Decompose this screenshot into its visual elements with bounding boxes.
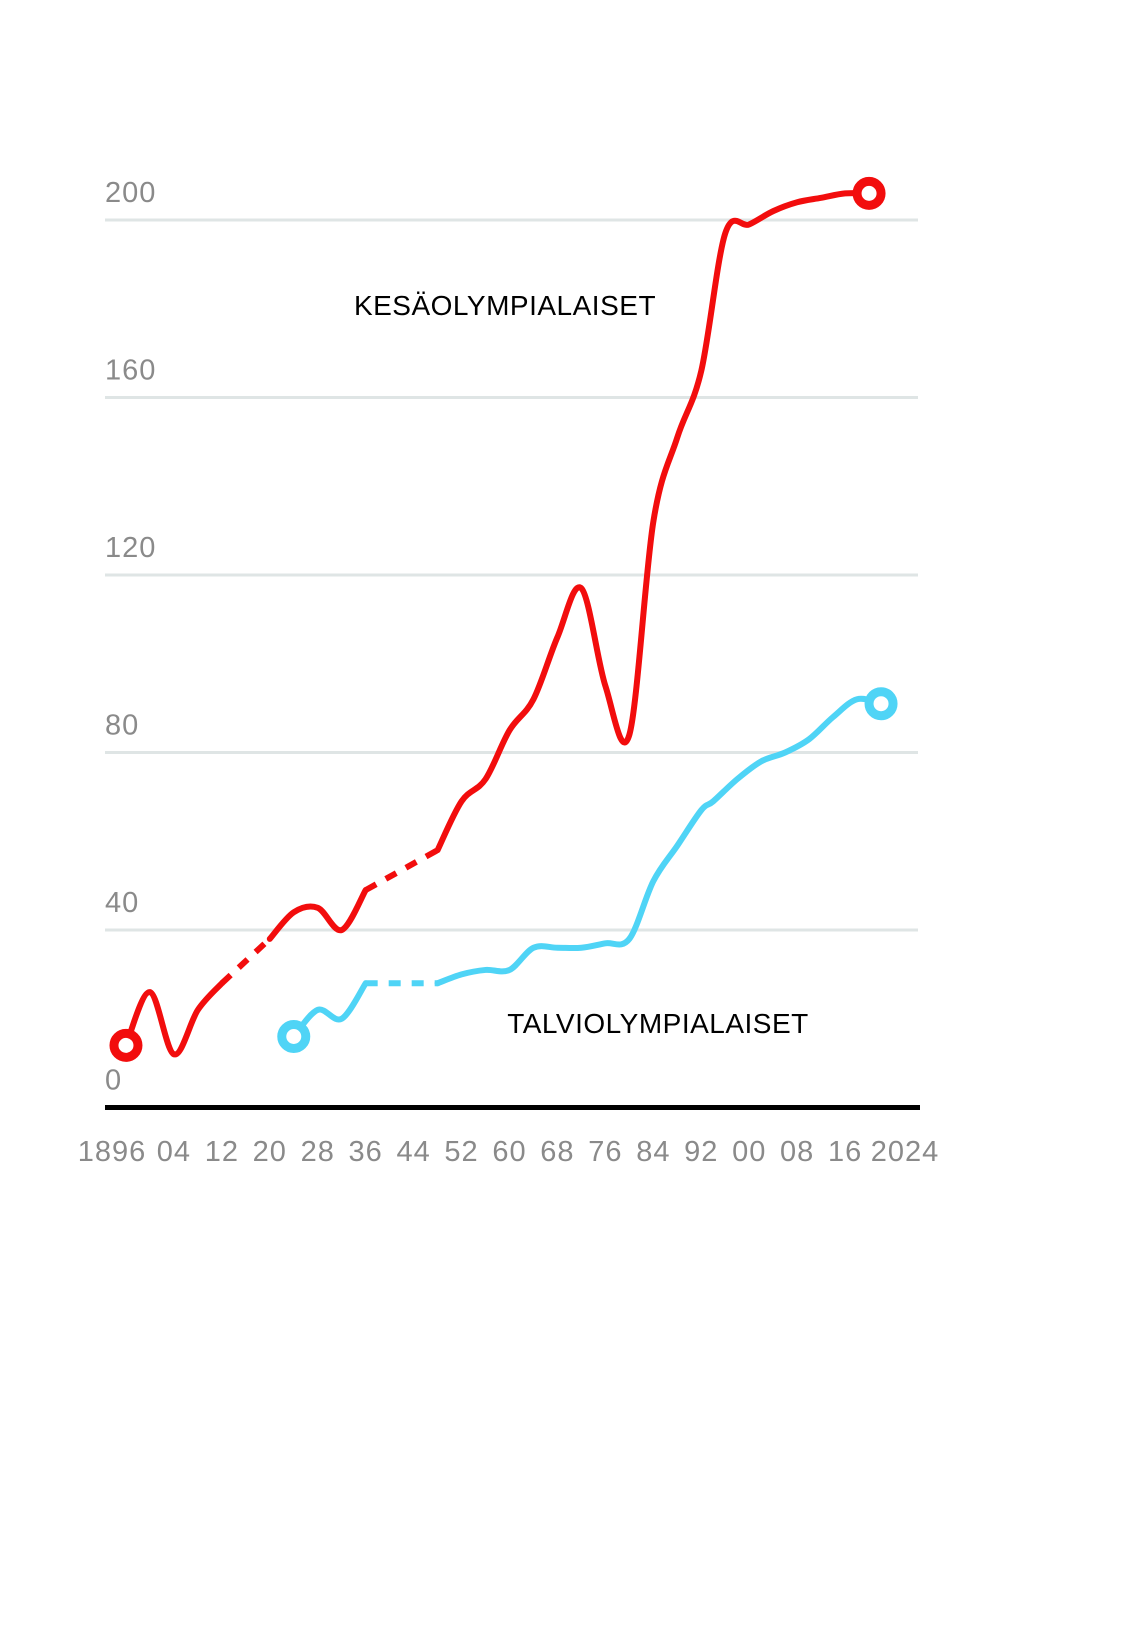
end-marker bbox=[109, 1028, 143, 1062]
x-tick-label: 44 bbox=[396, 1136, 430, 1168]
y-tick-label: 200 bbox=[105, 177, 156, 209]
x-tick-label: 2024 bbox=[871, 1136, 940, 1168]
series-label: KESÄOLYMPIALAISET bbox=[354, 290, 656, 321]
x-tick-label: 60 bbox=[492, 1136, 526, 1168]
x-tick-label: 12 bbox=[205, 1136, 239, 1168]
end-marker bbox=[277, 1020, 311, 1053]
end-marker bbox=[852, 176, 886, 210]
series-line bbox=[290, 695, 885, 1040]
x-tick-label: 28 bbox=[301, 1136, 335, 1168]
x-tick-label: 76 bbox=[588, 1136, 622, 1168]
x-tick-label: 00 bbox=[732, 1136, 766, 1168]
x-tick-label: 04 bbox=[157, 1136, 191, 1168]
y-tick-label: 0 bbox=[105, 1065, 122, 1097]
x-tick-label: 92 bbox=[684, 1136, 718, 1168]
series-line bbox=[122, 190, 873, 1058]
y-tick-label: 80 bbox=[105, 710, 139, 742]
x-tick-label: 20 bbox=[253, 1136, 287, 1168]
y-tick-label: 160 bbox=[105, 355, 156, 387]
y-tick-label: 40 bbox=[105, 887, 139, 919]
x-tick-label: 68 bbox=[540, 1136, 574, 1168]
x-tick-label: 36 bbox=[349, 1136, 383, 1168]
x-tick-label: 08 bbox=[780, 1136, 814, 1168]
gap-connector bbox=[219, 936, 272, 986]
x-tick-label: 16 bbox=[828, 1136, 862, 1168]
y-tick-label: 120 bbox=[105, 532, 156, 564]
gap-connector bbox=[364, 847, 440, 893]
series-label: TALVIOLYMPIALAISET bbox=[507, 1008, 809, 1039]
x-tick-label: 52 bbox=[444, 1136, 478, 1168]
x-tick-label: 1896 bbox=[78, 1136, 147, 1168]
end-marker bbox=[864, 687, 898, 721]
x-tick-label: 84 bbox=[636, 1136, 670, 1168]
